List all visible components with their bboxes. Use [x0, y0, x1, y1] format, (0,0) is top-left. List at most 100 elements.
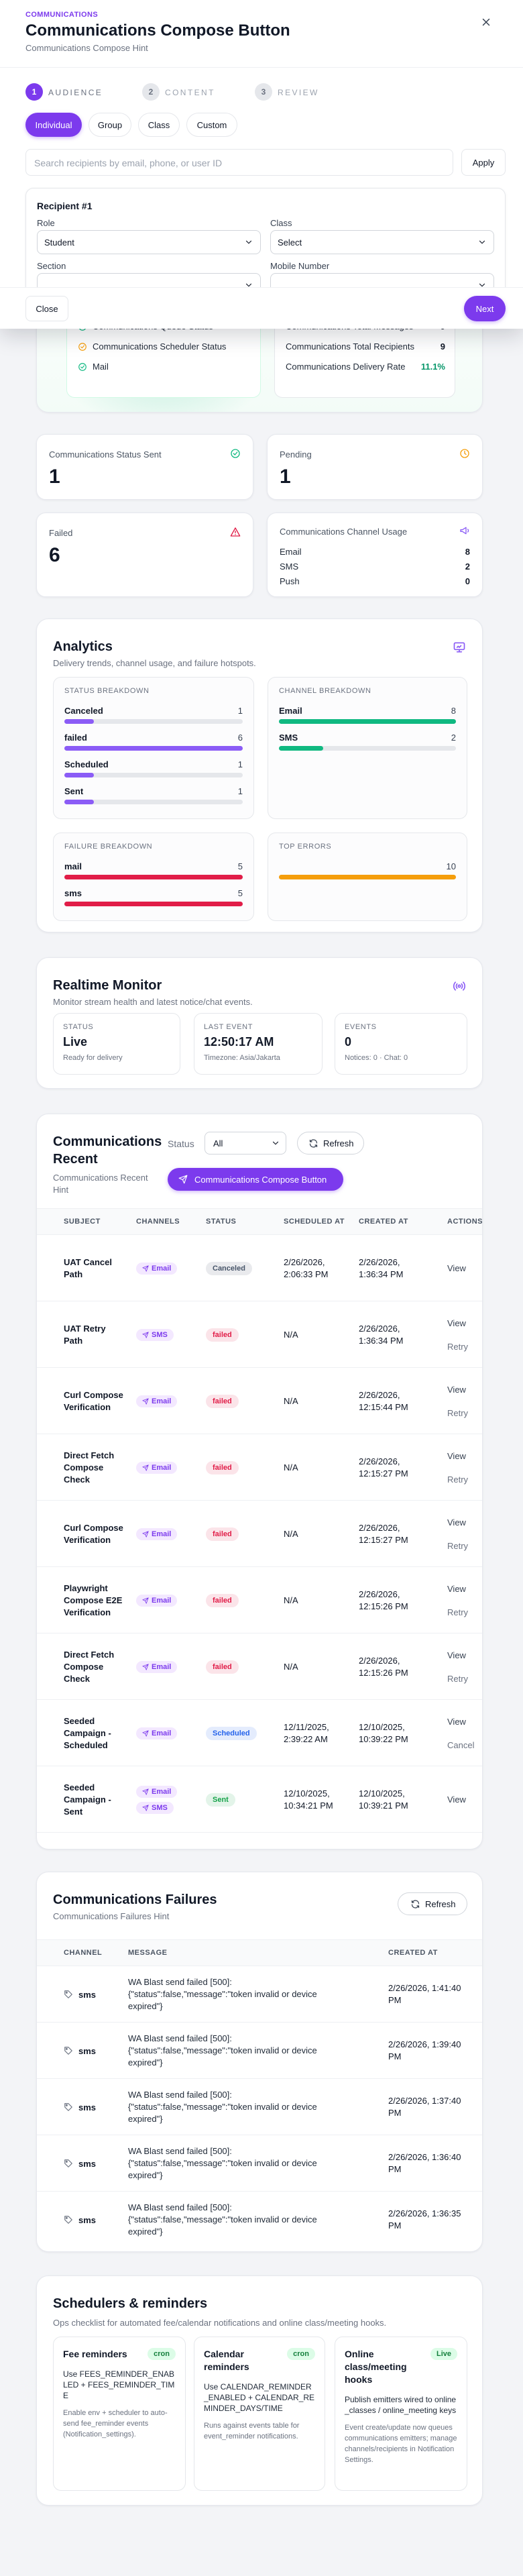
- action-link[interactable]: Retry: [447, 1607, 469, 1617]
- channel-usage-icon: [459, 525, 470, 536]
- breakdown-name: sms: [64, 888, 82, 898]
- status-cell: failed: [206, 1567, 273, 1633]
- action-link[interactable]: View: [447, 1384, 466, 1395]
- bar: [64, 902, 243, 906]
- field-select[interactable]: Student: [37, 230, 261, 254]
- action-link[interactable]: Retry: [447, 1673, 469, 1684]
- audience-tab[interactable]: Group: [89, 113, 131, 137]
- icon-part: [142, 1663, 149, 1670]
- section-title: Schedulers & reminders: [53, 2296, 208, 2311]
- created-at: 2/26/2026, 1:36:34 PM: [359, 1256, 404, 1279]
- icon-part: [78, 343, 86, 351]
- channel-usage-name: Email: [280, 547, 302, 557]
- refresh-button[interactable]: Refresh: [398, 1892, 467, 1915]
- compose-button[interactable]: Communications Compose Button: [168, 1168, 343, 1191]
- channel-icon: [64, 2102, 73, 2112]
- action-link[interactable]: View: [447, 1450, 466, 1461]
- refresh-button[interactable]: Refresh: [297, 1132, 364, 1155]
- monitor-box: LAST EVENT 12:50:17 AM Timezone: Asia/Jaka…: [194, 1013, 323, 1075]
- row-divider: [37, 2191, 482, 2192]
- bar-track: [279, 746, 456, 751]
- select-chevron[interactable]: [477, 237, 487, 247]
- icon-part: [142, 1788, 149, 1795]
- monitor-value: 0: [345, 1035, 352, 1049]
- bar: [64, 746, 243, 751]
- action-link[interactable]: Retry: [447, 1474, 469, 1485]
- action-link[interactable]: Cancel: [447, 1739, 475, 1750]
- column-header: CREATED AT: [359, 1217, 408, 1226]
- close-icon[interactable]: [480, 16, 492, 28]
- table-header-bg[interactable]: [37, 1939, 482, 1966]
- channel-cell: sms: [64, 2135, 117, 2192]
- breakdown-name: Canceled: [64, 706, 103, 716]
- channels-cell: Email: [136, 1434, 196, 1501]
- action-link[interactable]: View: [447, 1583, 466, 1594]
- audience-tab[interactable]: Individual: [25, 113, 82, 137]
- status-badge: Scheduled: [206, 1726, 257, 1740]
- breakdown-panel: TOP ERRORS 10: [268, 833, 467, 921]
- failure-message: WA Blast send failed [500]: {"status":fa…: [128, 2202, 317, 2237]
- action-link[interactable]: Retry: [447, 1341, 469, 1352]
- scheduled-at: 12/10/2025, 10:34:21 PM: [284, 1788, 333, 1811]
- action-link[interactable]: Retry: [447, 1407, 469, 1418]
- table-header-bg[interactable]: [37, 1208, 482, 1235]
- channel-chip: Email: [136, 1395, 178, 1407]
- search-input[interactable]: Search recipients by email, phone, or us…: [25, 149, 453, 176]
- scheduler-header: Fee reminders cron: [63, 2348, 176, 2361]
- action-link[interactable]: View: [447, 1650, 466, 1660]
- status-cell: failed: [206, 1633, 273, 1700]
- action-link[interactable]: View: [447, 1263, 466, 1273]
- actions-cell: View Retry: [447, 1368, 482, 1434]
- breakdown-panel: FAILURE BREAKDOWN mail 5 sms 5: [53, 833, 254, 921]
- channel-icon: [64, 2159, 73, 2168]
- icon-part: [245, 240, 252, 244]
- channels-cell: Email: [136, 1700, 196, 1766]
- channel-chip: Email: [136, 1594, 178, 1607]
- step-number: 1: [25, 83, 43, 101]
- scheduled-at: N/A: [284, 1528, 298, 1539]
- card: Communications Status Sent 1: [36, 434, 253, 500]
- breakdown-value: 5: [237, 888, 243, 898]
- column-header: MESSAGE: [128, 1949, 168, 1957]
- scheduler-header: Online class/meeting hooks Live: [345, 2348, 457, 2386]
- icon-part: [245, 283, 252, 287]
- action-link[interactable]: Retry: [447, 1540, 469, 1551]
- audience-tab[interactable]: Custom: [186, 113, 237, 137]
- action-link[interactable]: View: [447, 1517, 466, 1527]
- apply-button[interactable]: Apply: [461, 149, 506, 176]
- close-button[interactable]: Close: [25, 296, 68, 321]
- card: Failed 6: [36, 513, 253, 597]
- field-select[interactable]: Select: [270, 230, 494, 254]
- icon-part: [233, 451, 238, 455]
- row-divider: [37, 1699, 482, 1700]
- scheduler-title: Fee reminders: [63, 2349, 127, 2359]
- icon-part: [245, 283, 252, 287]
- card: Communications Channel Usage Email 8 SMS 2 Pu…: [267, 513, 483, 597]
- select-chevron[interactable]: [477, 280, 487, 290]
- icon-part: [64, 2047, 72, 2055]
- action-link[interactable]: View: [447, 1318, 466, 1328]
- next-button[interactable]: Next: [464, 296, 506, 321]
- column-header: CHANNELS: [136, 1217, 180, 1226]
- icon-part: [230, 527, 241, 537]
- stat-icon: [459, 448, 470, 459]
- channel-name: Email: [152, 1596, 172, 1605]
- select-chevron[interactable]: [244, 280, 253, 290]
- icon-part: [142, 1265, 149, 1272]
- icon-part: [142, 1464, 149, 1471]
- select-chevron[interactable]: [271, 1138, 280, 1148]
- scheduler-badge: cron: [287, 2348, 315, 2360]
- realtime-icon: [453, 979, 466, 993]
- status-select[interactable]: All: [205, 1132, 286, 1155]
- icon-part: [178, 1175, 188, 1184]
- scheduler-badge: Live: [430, 2348, 457, 2360]
- action-link[interactable]: View: [447, 1716, 466, 1727]
- icon-part: [482, 18, 490, 26]
- action-link[interactable]: View: [447, 1794, 466, 1805]
- bar: [64, 719, 95, 724]
- status-cell: failed: [206, 1501, 273, 1567]
- chip-icon: [142, 1265, 149, 1272]
- channel-usage-value: 8: [465, 547, 470, 557]
- select-chevron[interactable]: [244, 237, 253, 247]
- audience-tab[interactable]: Class: [138, 113, 180, 137]
